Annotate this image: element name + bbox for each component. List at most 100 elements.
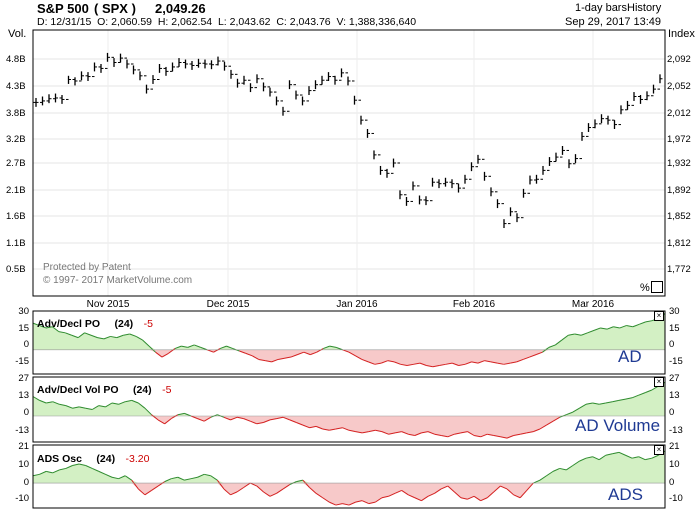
panel-frames (32, 29, 666, 509)
indicator-line-segment (138, 488, 146, 496)
indicator-tick-label: 0 (669, 339, 674, 350)
indicator-line-segment (368, 429, 376, 433)
price-tick-label: 1,852 (667, 211, 691, 222)
indicator-line-segment (585, 456, 593, 459)
indicator-line-segment (256, 422, 264, 425)
indicator-line-segment (206, 349, 214, 353)
indicator-line-segment (606, 326, 614, 330)
indicator-line-segment (645, 457, 652, 461)
last-price: 2,049.26 (155, 1, 206, 16)
indicator-line-segment (454, 432, 462, 435)
positive-area (33, 382, 665, 416)
indicator-line-segment (236, 416, 244, 420)
percent-toggle-label: % (640, 282, 650, 294)
indicator-line-segment (477, 360, 485, 364)
indicator-line-segment (52, 326, 60, 332)
bar-interval[interactable]: 1-day bars (575, 2, 627, 14)
indicator-line-segment (116, 334, 124, 339)
indicator-line-segment (519, 490, 528, 499)
indicator-line-segment (484, 360, 491, 363)
indicator-line-segment (303, 351, 311, 356)
indicator-line-segment (348, 429, 356, 433)
close-icon[interactable]: × (654, 311, 664, 321)
indicator-line-segment (539, 424, 547, 430)
percent-toggle-checkbox[interactable] (651, 281, 663, 293)
indicator-line-segment (355, 355, 363, 360)
price-tick-label: 1,972 (667, 134, 691, 145)
indicator-line-segment (243, 418, 251, 422)
indicator-line-segment (473, 495, 481, 502)
indicator-line-segment (315, 492, 323, 499)
price-tick-label: 1,812 (667, 238, 691, 249)
indicator-line-segment (613, 326, 620, 329)
indicator-line-segment (486, 491, 495, 499)
indicator-line-segment (434, 488, 442, 494)
history-link[interactable]: History (627, 2, 662, 14)
indicator-line-segment (111, 402, 119, 405)
ad-param: (24) (114, 318, 134, 330)
indicator-line-segment (526, 482, 534, 491)
advol-param: (24) (132, 384, 152, 396)
indicator-line-segment (375, 429, 383, 433)
indicator-line-segment (368, 361, 375, 365)
ads-title: ADS Osc (37, 453, 82, 465)
indicator-line-segment (342, 427, 350, 431)
indicator-tick-label: -13 (15, 425, 29, 436)
index-axis-title: Index (668, 28, 695, 40)
indicator-line-segment (368, 501, 376, 505)
indicator-panels (32, 313, 666, 506)
price-tick-label: 2,012 (667, 108, 691, 119)
indicator-line-segment (645, 389, 653, 394)
indicator-line-segment (282, 484, 291, 490)
indicator-line-segment (503, 362, 511, 365)
indicator-line-segment (639, 321, 646, 325)
volume-tick-label: 4.8B (6, 54, 26, 65)
indicator-line-segment (170, 414, 179, 420)
indicator-line-segment (296, 422, 304, 426)
header: S&P 500 ( SPX ) 2,049.26 D: 12/31/15 O: … (0, 0, 700, 40)
indicator-line-segment (85, 407, 93, 410)
indicator-tick-label: -10 (15, 493, 29, 504)
indicator-line-segment (520, 432, 527, 435)
indicator-line-segment (85, 465, 93, 469)
indicator-line-segment (516, 358, 524, 363)
indicator-line-segment (59, 403, 67, 407)
patent-notice: Protected by Patent (43, 262, 131, 273)
indicator-line-segment (487, 433, 494, 436)
indicator-line-segment (65, 405, 73, 409)
indicator-tick-label: 10 (18, 459, 29, 470)
close-icon[interactable]: × (654, 445, 664, 455)
indicator-line-segment (464, 361, 472, 365)
indicator-line-segment (579, 457, 587, 462)
indicator-line-segment (559, 467, 567, 471)
indicator-line-segment (309, 425, 317, 429)
volume-tick-label: 1.6B (6, 211, 26, 222)
gridlines (33, 30, 665, 296)
indicator-line-segment (598, 454, 607, 461)
price-tick-label: 1,932 (667, 158, 691, 169)
indicator-line-segment (39, 470, 47, 475)
indicator-line-segment (77, 332, 85, 339)
indicator-line-segment (572, 460, 580, 466)
close-icon[interactable]: × (654, 377, 664, 387)
indicator-line-segment (200, 346, 208, 351)
indicator-line-segment (72, 406, 80, 409)
indicator-tick-label: 13 (18, 390, 29, 401)
overlay-label-ad-volume: AD Volume (575, 416, 661, 435)
indicator-tick-label: 0 (24, 339, 29, 350)
indicator-line-segment (157, 419, 165, 425)
indicator-line-segment (151, 485, 159, 491)
indicator-line-segment (243, 482, 251, 488)
indicator-line-segment (452, 362, 459, 366)
indicator-line-segment (342, 349, 350, 353)
indicator-line-segment (638, 392, 646, 396)
indicator-line-segment (580, 332, 588, 336)
indicator-line-segment (230, 416, 238, 421)
indicator-line-segment (230, 491, 238, 496)
x-tick-label: Dec 2015 (207, 299, 250, 310)
indicator-line-segment (506, 435, 514, 439)
indicator-line-segment (190, 476, 198, 480)
indicator-line-segment (190, 415, 198, 420)
indicator-line-segment (84, 332, 92, 336)
